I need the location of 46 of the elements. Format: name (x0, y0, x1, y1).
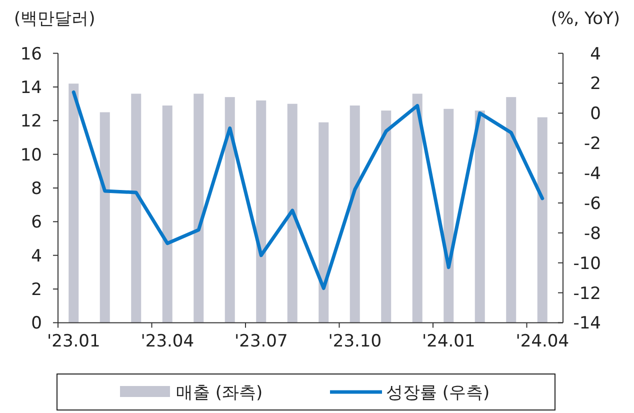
y-tick-label: 2 (31, 280, 42, 300)
y2-tick-label: -12 (573, 284, 601, 304)
bar (412, 94, 422, 323)
x-tick-label: '24.04 (516, 332, 570, 352)
bar (224, 97, 235, 323)
bar (474, 110, 485, 323)
bar (131, 94, 142, 323)
y-tick-label: 12 (20, 112, 42, 132)
line-series (72, 90, 544, 290)
y-tick-label: 6 (31, 212, 42, 233)
legend-label: 매출 (좌측) (176, 383, 263, 403)
bar (162, 105, 172, 323)
y-tick-label: 0 (31, 314, 42, 334)
y2-tick-label: -6 (584, 194, 601, 214)
bar (537, 117, 548, 323)
y-tick-label: 14 (20, 78, 42, 98)
y-tick-label: 10 (20, 145, 42, 166)
bar (381, 110, 392, 323)
y2-tick-label: -2 (584, 134, 601, 154)
bar (318, 122, 329, 323)
x-tick-label: '23.01 (46, 332, 100, 352)
y2-tick-label: -14 (573, 314, 601, 334)
y2-tick-label: -10 (573, 254, 601, 274)
y2-tick-label: 4 (590, 44, 601, 64)
y2-axis-title: (%, YoY) (550, 9, 620, 29)
x-tick-label: '23.10 (328, 332, 382, 352)
x-tick-label: '23.04 (140, 332, 194, 352)
y-axis-title: (백만달러) (14, 9, 96, 29)
y2-tick-label: -4 (584, 164, 601, 184)
y2-tick-label: 2 (590, 74, 601, 94)
bar (287, 104, 298, 323)
bar (100, 112, 110, 323)
bar (506, 97, 516, 323)
legend-label: 성장률 (우측) (386, 383, 490, 403)
y-tick-label: 8 (31, 179, 42, 199)
bar (194, 94, 204, 323)
y2-tick-label: 0 (590, 104, 601, 124)
y2-tick-label: -8 (584, 224, 601, 244)
x-tick-label: '23.07 (234, 332, 288, 352)
bar (350, 105, 360, 323)
bar (256, 100, 266, 323)
bar (444, 108, 454, 323)
y-tick-label: 16 (20, 44, 42, 64)
x-tick-label: '24.01 (422, 332, 476, 352)
y-tick-label: 4 (31, 246, 42, 266)
bar (68, 84, 79, 323)
